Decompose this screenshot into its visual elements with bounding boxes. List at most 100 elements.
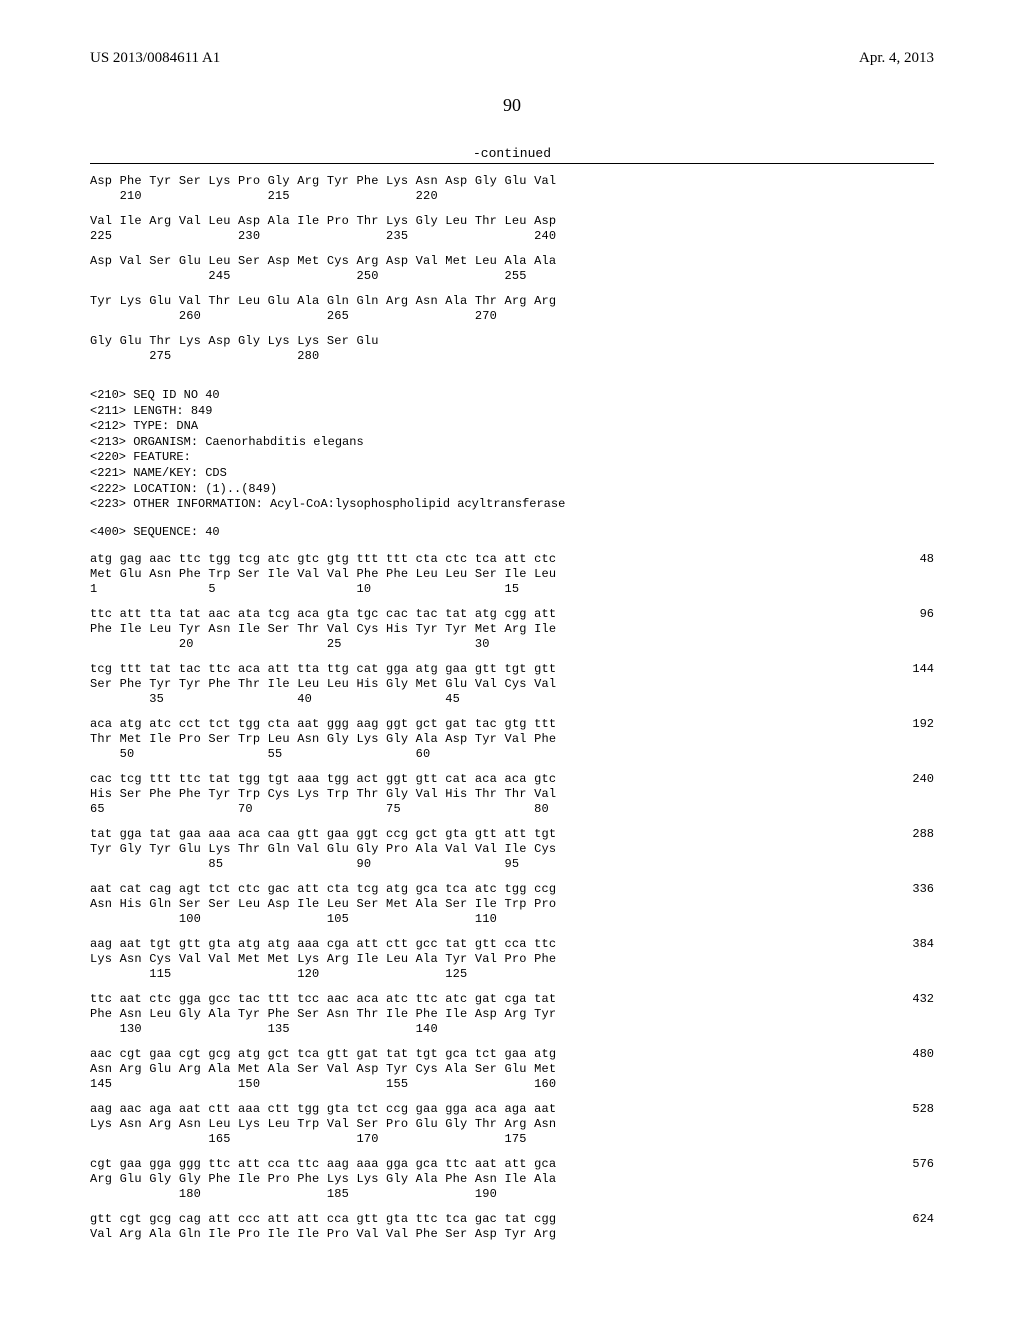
position-line: 245 250 255 xyxy=(90,269,934,284)
base-position: 336 xyxy=(854,882,934,896)
meta-line: <210> SEQ ID NO 40 xyxy=(90,388,934,404)
aa-line: Phe Ile Leu Tyr Asn Ile Ser Thr Val Cys … xyxy=(90,622,934,637)
base-position: 384 xyxy=(854,937,934,951)
position-line: 100 105 110 xyxy=(90,912,934,927)
dna-group: aag aat tgt gtt gta atg atg aaa cga att … xyxy=(90,937,934,982)
dna-group: aag aac aga aat ctt aaa ctt tgg gta tct … xyxy=(90,1102,934,1147)
base-position: 528 xyxy=(854,1102,934,1116)
position-line: 210 215 220 xyxy=(90,189,934,204)
page-header: US 2013/0084611 A1 Apr. 4, 2013 xyxy=(90,50,934,67)
dna-group: tat gga tat gaa aaa aca caa gtt gaa ggt … xyxy=(90,827,934,872)
continued-label: -continued xyxy=(90,146,934,161)
dna-line: cgt gaa gga ggg ttc att cca ttc aag aaa … xyxy=(90,1157,556,1172)
dna-group: ttc aat ctc gga gcc tac ttt tcc aac aca … xyxy=(90,992,934,1037)
base-position: 192 xyxy=(854,717,934,731)
dna-line: tcg ttt tat tac ttc aca att tta ttg cat … xyxy=(90,662,556,677)
protein-group: Asp Phe Tyr Ser Lys Pro Gly Arg Tyr Phe … xyxy=(90,174,934,204)
meta-line: <222> LOCATION: (1)..(849) xyxy=(90,482,934,498)
protein-group: Asp Val Ser Glu Leu Ser Asp Met Cys Arg … xyxy=(90,254,934,284)
meta-line: <220> FEATURE: xyxy=(90,450,934,466)
aa-line: Ser Phe Tyr Tyr Phe Thr Ile Leu Leu His … xyxy=(90,677,934,692)
meta-line: <213> ORGANISM: Caenorhabditis elegans xyxy=(90,435,934,451)
dna-line: aca atg atc cct tct tgg cta aat ggg aag … xyxy=(90,717,556,732)
dna-group: aac cgt gaa cgt gcg atg gct tca gtt gat … xyxy=(90,1047,934,1092)
aa-line: Asn His Gln Ser Ser Leu Asp Ile Leu Ser … xyxy=(90,897,934,912)
aa-line: Thr Met Ile Pro Ser Trp Leu Asn Gly Lys … xyxy=(90,732,934,747)
protein-group: Gly Glu Thr Lys Asp Gly Lys Lys Ser Glu … xyxy=(90,334,934,364)
meta-line: <211> LENGTH: 849 xyxy=(90,404,934,420)
aa-line: Asp Val Ser Glu Leu Ser Asp Met Cys Arg … xyxy=(90,254,934,269)
dna-row: aag aac aga aat ctt aaa ctt tgg gta tct … xyxy=(90,1102,934,1117)
base-position: 96 xyxy=(854,607,934,621)
dna-row: atg gag aac ttc tgg tcg atc gtc gtg ttt … xyxy=(90,552,934,567)
protein-sequence-top: Asp Phe Tyr Ser Lys Pro Gly Arg Tyr Phe … xyxy=(90,174,934,364)
position-line: 35 40 45 xyxy=(90,692,934,707)
dna-group: ttc att tta tat aac ata tcg aca gta tgc … xyxy=(90,607,934,652)
position-line: 85 90 95 xyxy=(90,857,934,872)
meta-line: <223> OTHER INFORMATION: Acyl-CoA:lysoph… xyxy=(90,497,934,513)
position-line: 130 135 140 xyxy=(90,1022,934,1037)
aa-line: Gly Glu Thr Lys Asp Gly Lys Lys Ser Glu xyxy=(90,334,934,349)
dna-row: cac tcg ttt ttc tat tgg tgt aaa tgg act … xyxy=(90,772,934,787)
dna-group: gtt cgt gcg cag att ccc att att cca gtt … xyxy=(90,1212,934,1242)
dna-group: cac tcg ttt ttc tat tgg tgt aaa tgg act … xyxy=(90,772,934,817)
dna-line: gtt cgt gcg cag att ccc att att cca gtt … xyxy=(90,1212,556,1227)
position-line: 115 120 125 xyxy=(90,967,934,982)
dna-group: aca atg atc cct tct tgg cta aat ggg aag … xyxy=(90,717,934,762)
dna-line: ttc aat ctc gga gcc tac ttt tcc aac aca … xyxy=(90,992,556,1007)
aa-line: Arg Glu Gly Gly Phe Ile Pro Phe Lys Lys … xyxy=(90,1172,934,1187)
position-line: 65 70 75 80 xyxy=(90,802,934,817)
position-line: 275 280 xyxy=(90,349,934,364)
dna-row: cgt gaa gga ggg ttc att cca ttc aag aaa … xyxy=(90,1157,934,1172)
meta-line: <212> TYPE: DNA xyxy=(90,419,934,435)
dna-row: ttc att tta tat aac ata tcg aca gta tgc … xyxy=(90,607,934,622)
dna-group: tcg ttt tat tac ttc aca att tta ttg cat … xyxy=(90,662,934,707)
protein-group: Tyr Lys Glu Val Thr Leu Glu Ala Gln Gln … xyxy=(90,294,934,324)
dna-row: ttc aat ctc gga gcc tac ttt tcc aac aca … xyxy=(90,992,934,1007)
position-line: 1 5 10 15 xyxy=(90,582,934,597)
aa-line: Lys Asn Arg Asn Leu Lys Leu Trp Val Ser … xyxy=(90,1117,934,1132)
publication-date: Apr. 4, 2013 xyxy=(859,50,934,67)
base-position: 480 xyxy=(854,1047,934,1061)
rule-line xyxy=(90,163,934,164)
position-line: 50 55 60 xyxy=(90,747,934,762)
position-line: 260 265 270 xyxy=(90,309,934,324)
dna-row: aac cgt gaa cgt gcg atg gct tca gtt gat … xyxy=(90,1047,934,1062)
dna-row: aat cat cag agt tct ctc gac att cta tcg … xyxy=(90,882,934,897)
sequence-label: <400> SEQUENCE: 40 xyxy=(90,525,934,541)
dna-row: tat gga tat gaa aaa aca caa gtt gaa ggt … xyxy=(90,827,934,842)
dna-line: atg gag aac ttc tgg tcg atc gtc gtg ttt … xyxy=(90,552,556,567)
dna-row: aag aat tgt gtt gta atg atg aaa cga att … xyxy=(90,937,934,952)
protein-group: Val Ile Arg Val Leu Asp Ala Ile Pro Thr … xyxy=(90,214,934,244)
dna-row: tcg ttt tat tac ttc aca att tta ttg cat … xyxy=(90,662,934,677)
dna-line: aag aac aga aat ctt aaa ctt tgg gta tct … xyxy=(90,1102,556,1117)
base-position: 624 xyxy=(854,1212,934,1226)
position-line: 145 150 155 160 xyxy=(90,1077,934,1092)
aa-line: Lys Asn Cys Val Val Met Met Lys Arg Ile … xyxy=(90,952,934,967)
base-position: 48 xyxy=(854,552,934,566)
position-line: 225 230 235 240 xyxy=(90,229,934,244)
dna-line: ttc att tta tat aac ata tcg aca gta tgc … xyxy=(90,607,556,622)
sequence-metadata: <210> SEQ ID NO 40<211> LENGTH: 849<212>… xyxy=(90,388,934,513)
dna-sequence-block: atg gag aac ttc tgg tcg atc gtc gtg ttt … xyxy=(90,552,934,1242)
meta-line: <221> NAME/KEY: CDS xyxy=(90,466,934,482)
base-position: 576 xyxy=(854,1157,934,1171)
aa-line: Val Arg Ala Gln Ile Pro Ile Ile Pro Val … xyxy=(90,1227,934,1242)
page-number: 90 xyxy=(90,95,934,116)
dna-line: aat cat cag agt tct ctc gac att cta tcg … xyxy=(90,882,556,897)
dna-line: aag aat tgt gtt gta atg atg aaa cga att … xyxy=(90,937,556,952)
dna-line: aac cgt gaa cgt gcg atg gct tca gtt gat … xyxy=(90,1047,556,1062)
aa-line: Phe Asn Leu Gly Ala Tyr Phe Ser Asn Thr … xyxy=(90,1007,934,1022)
base-position: 144 xyxy=(854,662,934,676)
dna-group: atg gag aac ttc tgg tcg atc gtc gtg ttt … xyxy=(90,552,934,597)
aa-line: Tyr Lys Glu Val Thr Leu Glu Ala Gln Gln … xyxy=(90,294,934,309)
aa-line: Val Ile Arg Val Leu Asp Ala Ile Pro Thr … xyxy=(90,214,934,229)
base-position: 240 xyxy=(854,772,934,786)
dna-row: gtt cgt gcg cag att ccc att att cca gtt … xyxy=(90,1212,934,1227)
patent-page: US 2013/0084611 A1 Apr. 4, 2013 90 -cont… xyxy=(0,0,1024,1320)
aa-line: Tyr Gly Tyr Glu Lys Thr Gln Val Glu Gly … xyxy=(90,842,934,857)
dna-line: cac tcg ttt ttc tat tgg tgt aaa tgg act … xyxy=(90,772,556,787)
position-line: 20 25 30 xyxy=(90,637,934,652)
dna-row: aca atg atc cct tct tgg cta aat ggg aag … xyxy=(90,717,934,732)
base-position: 432 xyxy=(854,992,934,1006)
